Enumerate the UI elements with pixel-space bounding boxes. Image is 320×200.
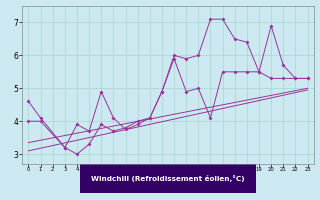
X-axis label: Windchill (Refroidissement éolien,°C): Windchill (Refroidissement éolien,°C) (91, 175, 245, 182)
